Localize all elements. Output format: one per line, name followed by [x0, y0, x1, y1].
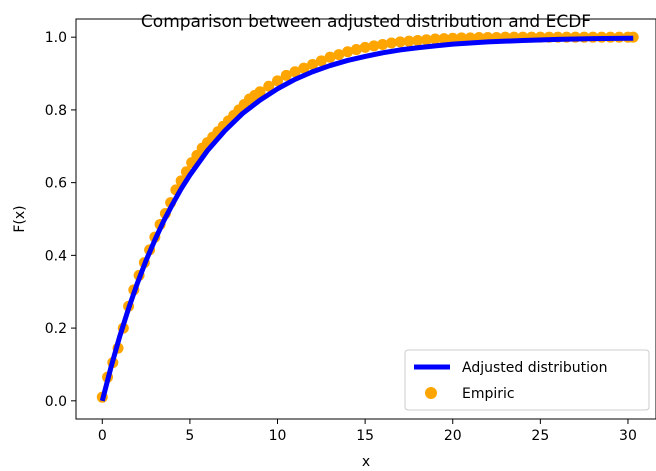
- x-tick-label: 10: [269, 428, 287, 444]
- x-tick-label: 30: [619, 428, 637, 444]
- y-tick-label: 0.2: [45, 321, 67, 337]
- empiric-point: [342, 46, 354, 58]
- empiric-point: [298, 62, 310, 74]
- legend-label-adjusted: Adjusted distribution: [462, 360, 608, 376]
- empiric-point: [456, 32, 467, 44]
- empiric-point: [333, 49, 345, 61]
- legend-label-empiric: Empiric: [462, 386, 515, 402]
- empiric-point: [447, 32, 459, 44]
- x-tick-label: 15: [356, 428, 374, 444]
- empiric-point: [403, 35, 415, 47]
- empiric-point: [377, 38, 389, 50]
- empiric-point: [412, 34, 424, 46]
- empiric-point: [315, 55, 327, 67]
- legend-box: [404, 349, 650, 411]
- adjusted-distribution-line: [99, 35, 634, 402]
- y-axis-label: F(x): [12, 205, 28, 232]
- empiric-point: [385, 37, 397, 49]
- axes-frame: [75, 18, 656, 420]
- y-axis: 0.0 0.2 0.4 0.6 0.8 1.0: [45, 30, 76, 410]
- empiric-point: [429, 33, 441, 45]
- empiric-point: [394, 36, 406, 48]
- empiric-point: [263, 80, 275, 92]
- empiric-point: [280, 69, 292, 81]
- legend: Adjusted distribution Empiric: [404, 349, 650, 411]
- legend-dot-swatch: [425, 387, 437, 399]
- x-tick-label: 5: [185, 428, 194, 444]
- x-tick-label: 0: [98, 428, 107, 444]
- y-tick-label: 0.0: [45, 394, 67, 410]
- x-tick-label: 20: [444, 428, 462, 444]
- empiric-point: [420, 34, 432, 46]
- empiric-point: [272, 75, 284, 87]
- x-tick-label: 25: [531, 428, 549, 444]
- empiric-point: [307, 58, 319, 70]
- x-axis: 0 5 10 15 20 25 30: [98, 419, 637, 444]
- empiric-point: [254, 86, 266, 98]
- y-tick-label: 0.4: [45, 248, 67, 264]
- empiric-point: [368, 40, 380, 52]
- y-tick-label: 1.0: [45, 30, 67, 46]
- y-tick-label: 0.8: [45, 103, 67, 119]
- empiric-point: [289, 66, 301, 78]
- empiric-point: [324, 51, 336, 63]
- empiric-point: [359, 41, 371, 53]
- chart-title: Comparison between adjusted distribution…: [141, 12, 591, 32]
- y-tick-label: 0.6: [45, 176, 67, 192]
- empiric-point: [438, 33, 450, 45]
- plot-area: [96, 31, 639, 403]
- x-axis-label: x: [362, 454, 370, 470]
- empiric-point: [350, 44, 362, 56]
